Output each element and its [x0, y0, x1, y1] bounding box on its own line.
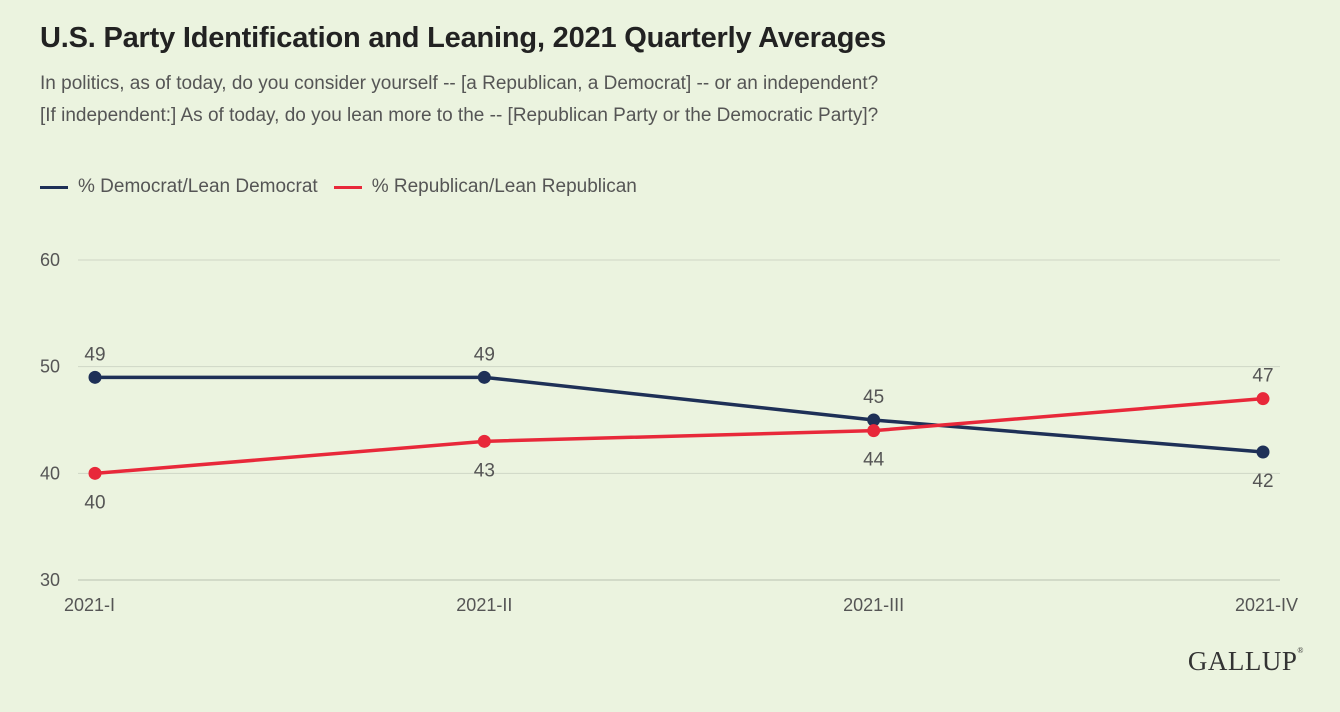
data-label-s1-0: 40	[84, 492, 105, 513]
data-point-s1-2	[867, 424, 881, 438]
legend-label-democrat: % Democrat/Lean Democrat	[78, 176, 318, 197]
data-point-s1-0	[88, 466, 102, 480]
data-label-s1-1: 43	[474, 460, 495, 481]
gallup-logo-text: GALLUP	[1187, 646, 1298, 676]
data-label-s0-3: 42	[1252, 471, 1273, 492]
legend-swatch-democrat	[40, 185, 68, 189]
x-tick-label-2021-II: 2021-II	[456, 595, 512, 615]
data-point-s1-3	[1256, 392, 1270, 406]
chart-legend: % Democrat/Lean Democrat % Republican/Le…	[40, 176, 653, 198]
legend-item-republican: % Republican/Lean Republican	[333, 176, 637, 198]
series-line-0	[93, 375, 1265, 454]
y-tick-label-40: 40	[40, 463, 60, 483]
data-label-s0-1: 49	[474, 344, 495, 365]
y-tick-label-60: 60	[40, 250, 60, 270]
y-tick-label-30: 30	[40, 570, 60, 590]
legend-label-republican: % Republican/Lean Republican	[371, 176, 637, 197]
x-tick-label-2021-III: 2021-III	[843, 595, 904, 615]
chart-title: U.S. Party Identification and Leaning, 2…	[40, 22, 887, 54]
data-label-s1-3: 47	[1252, 366, 1273, 387]
data-point-s0-1	[477, 370, 491, 384]
gallup-logo: GALLUP®	[1187, 646, 1304, 676]
x-tick-label-2021-I: 2021-I	[64, 595, 115, 615]
data-point-s0-3	[1256, 445, 1270, 459]
subtitle-line-1: In politics, as of today, do you conside…	[40, 73, 879, 94]
data-point-s0-2	[867, 413, 881, 427]
data-label-s0-0: 49	[84, 344, 105, 365]
data-point-s1-1	[477, 434, 491, 448]
data-point-s0-0	[88, 370, 102, 384]
legend-item-democrat: % Democrat/Lean Democrat	[40, 176, 318, 198]
legend-swatch-republican	[333, 185, 362, 189]
chart-subtitle: In politics, as of today, do you conside…	[40, 68, 1300, 132]
data-label-s0-2: 45	[863, 387, 884, 408]
y-tick-label-50: 50	[40, 357, 60, 377]
data-label-s1-2: 44	[863, 450, 885, 471]
subtitle-line-2: [If independent:] As of today, do you le…	[40, 105, 879, 126]
x-tick-label-2021-IV: 2021-IV	[1235, 595, 1298, 615]
series-line-1	[93, 396, 1265, 476]
